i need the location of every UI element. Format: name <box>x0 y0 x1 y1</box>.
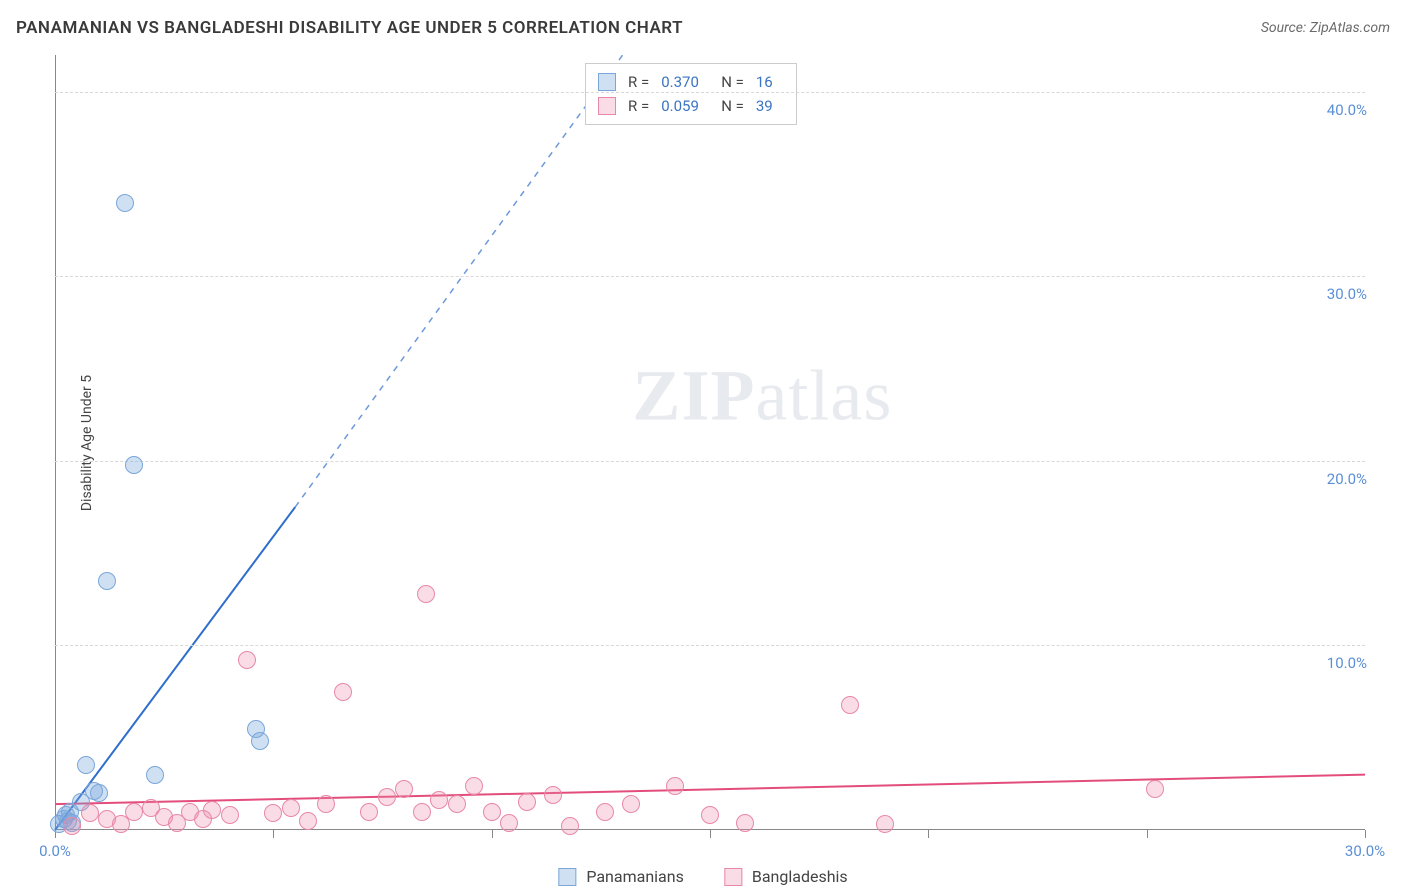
grid-line <box>55 92 1365 93</box>
scatter-marker <box>395 780 413 798</box>
scatter-marker <box>666 777 684 795</box>
r-label: R = <box>628 94 649 118</box>
x-tick <box>710 830 711 838</box>
n-label: N = <box>721 70 744 94</box>
scatter-marker <box>360 803 378 821</box>
bottom-legend-item: Panamanians <box>558 867 684 886</box>
scatter-marker <box>98 572 116 590</box>
x-tick <box>492 830 493 838</box>
scatter-marker <box>448 795 466 813</box>
scatter-marker <box>417 585 435 603</box>
trend-line <box>55 775 1365 805</box>
r-value: 0.370 <box>661 70 709 94</box>
scatter-marker <box>334 683 352 701</box>
scatter-marker <box>81 804 99 822</box>
stats-legend-row: R = 0.059 N = 39 <box>598 94 784 118</box>
grid-line <box>55 645 1365 646</box>
stats-legend: R = 0.370 N = 16 R = 0.059 N = 39 <box>585 63 797 125</box>
legend-swatch <box>558 868 576 886</box>
chart-title: PANAMANIAN VS BANGLADESHI DISABILITY AGE… <box>16 18 683 38</box>
scatter-marker <box>125 456 143 474</box>
scatter-marker <box>500 814 518 832</box>
n-label: N = <box>721 94 744 118</box>
scatter-marker <box>622 795 640 813</box>
scatter-marker <box>430 791 448 809</box>
y-tick-label: 10.0% <box>1327 654 1367 672</box>
scatter-marker <box>90 784 108 802</box>
scatter-marker <box>251 732 269 750</box>
scatter-marker <box>518 793 536 811</box>
scatter-marker <box>841 696 859 714</box>
scatter-marker <box>701 806 719 824</box>
r-label: R = <box>628 70 649 94</box>
chart-source: Source: ZipAtlas.com <box>1261 20 1390 36</box>
scatter-marker <box>876 815 894 833</box>
x-tick <box>1365 830 1366 838</box>
scatter-marker <box>299 812 317 830</box>
scatter-marker <box>203 801 221 819</box>
trend-line-dashed <box>295 55 623 507</box>
y-tick-label: 20.0% <box>1327 470 1367 488</box>
scatter-marker <box>378 788 396 806</box>
scatter-marker <box>596 803 614 821</box>
scatter-marker <box>465 777 483 795</box>
legend-swatch <box>598 73 616 91</box>
x-tick <box>1147 830 1148 838</box>
chart-header: PANAMANIAN VS BANGLADESHI DISABILITY AGE… <box>16 18 1390 38</box>
y-tick-label: 40.0% <box>1327 101 1367 119</box>
scatter-marker <box>483 803 501 821</box>
chart-area: Disability Age Under 5 ZIPatlas R =0.370… <box>55 55 1365 830</box>
bottom-legend-item: Bangladeshis <box>724 867 848 886</box>
legend-label: Bangladeshis <box>752 867 848 886</box>
legend-label: Panamanians <box>586 867 684 886</box>
scatter-marker <box>63 817 81 835</box>
r-value: 0.059 <box>661 94 709 118</box>
scatter-marker <box>238 651 256 669</box>
scatter-marker <box>77 756 95 774</box>
scatter-marker <box>544 786 562 804</box>
legend-swatch <box>724 868 742 886</box>
grid-line <box>55 276 1365 277</box>
y-tick-label: 30.0% <box>1327 285 1367 303</box>
scatter-marker <box>221 806 239 824</box>
grid-line <box>55 461 1365 462</box>
scatter-marker <box>413 803 431 821</box>
scatter-marker <box>317 795 335 813</box>
stats-legend-row: R = 0.370 N = 16 <box>598 70 784 94</box>
legend-swatch <box>598 97 616 115</box>
scatter-marker <box>1146 780 1164 798</box>
n-value: 39 <box>756 94 784 118</box>
n-value: 16 <box>756 70 784 94</box>
scatter-marker <box>561 817 579 835</box>
bottom-legend: Panamanians Bangladeshis <box>558 867 847 886</box>
x-tick <box>928 830 929 838</box>
scatter-marker <box>146 766 164 784</box>
x-tick <box>273 830 274 838</box>
x-tick-label: 30.0% <box>1345 842 1385 860</box>
trend-lines-svg <box>55 55 1365 830</box>
scatter-marker <box>125 803 143 821</box>
scatter-marker <box>736 814 754 832</box>
scatter-marker <box>282 799 300 817</box>
scatter-marker <box>264 804 282 822</box>
x-tick-label: 0.0% <box>39 842 71 860</box>
scatter-marker <box>116 194 134 212</box>
